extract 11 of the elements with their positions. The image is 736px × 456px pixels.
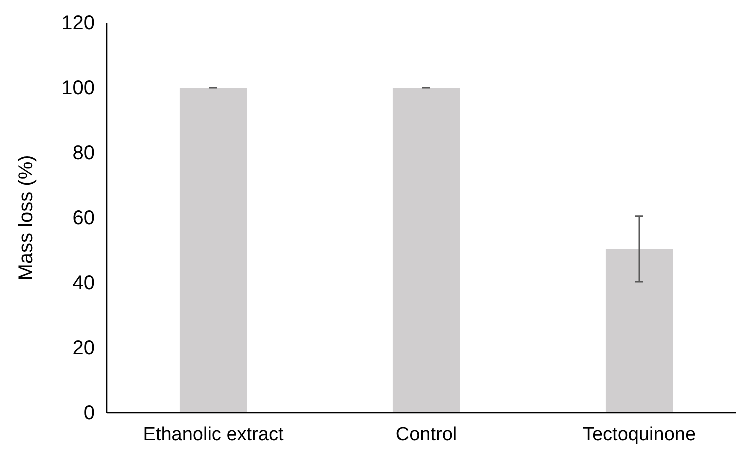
y-tick-label: 120 (62, 12, 95, 34)
x-tick-label: Tectoquinone (582, 424, 696, 446)
y-tick-label: 100 (62, 77, 95, 100)
x-tick-label: Ethanolic extract (143, 424, 284, 446)
y-tick-label: 60 (72, 207, 95, 230)
y-tick-label: 80 (72, 142, 95, 164)
x-tick-label: Control (396, 424, 458, 446)
y-axis-title: Mass loss (%) (15, 155, 38, 281)
y-tick-label: 40 (72, 272, 95, 294)
y-tick-label: 20 (72, 337, 95, 360)
y-tick-label: 0 (84, 402, 95, 424)
